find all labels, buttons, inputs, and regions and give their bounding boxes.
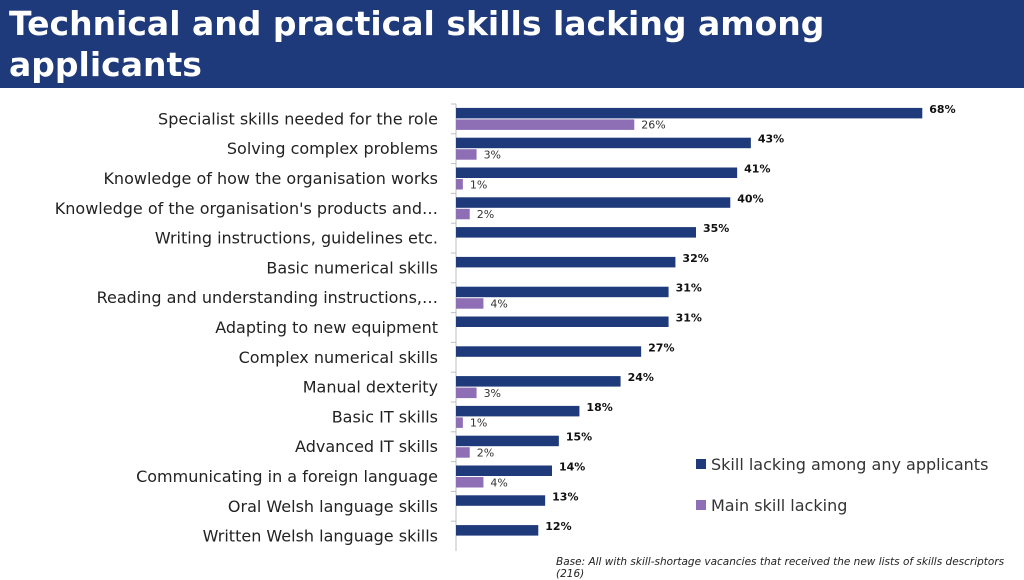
legend-label-main: Main skill lacking [711,495,848,515]
category-label: Written Welsh language skills [203,527,438,546]
bar-any-applicants [456,316,669,327]
bar-main-skill [456,149,477,160]
bar-main-skill [456,298,484,309]
data-label-main: 1% [470,178,487,191]
data-label-any: 31% [676,312,702,325]
category-label: Writing instructions, guidelines etc. [155,229,438,248]
data-label-main: 1% [470,417,487,430]
chart-legend: Skill lacking among any applicants Main … [696,452,988,534]
bar-any-applicants [456,167,738,178]
bar-main-skill [456,208,470,220]
category-label: Communicating in a foreign language [136,467,438,486]
category-label: Reading and understanding instructions,… [97,288,438,307]
data-label-any: 31% [676,282,702,295]
data-label-any: 27% [648,341,674,354]
data-label-main: 2% [477,208,494,221]
category-label: Basic numerical skills [266,258,438,277]
data-label-any: 40% [737,192,763,205]
legend-swatch-main [696,500,706,510]
bar-any-applicants [456,286,669,298]
data-label-any: 68% [929,103,955,116]
data-label-any: 32% [682,252,708,265]
bar-any-applicants [456,405,580,417]
data-label-main: 26% [641,119,665,132]
data-label-any: 41% [744,163,770,176]
bar-any-applicants [456,376,621,387]
bar-main-skill [456,447,470,458]
legend-item-main: Main skill lacking [696,493,988,517]
data-label-any: 12% [545,520,571,533]
category-label: Knowledge of how the organisation works [103,169,438,188]
bar-main-skill [456,417,463,428]
category-label: Oral Welsh language skills [228,497,438,516]
data-label-any: 24% [628,371,654,384]
category-label: Basic IT skills [332,407,438,426]
bar-any-applicants [456,227,696,238]
bar-any-applicants [456,346,642,357]
category-label: Solving complex problems [227,139,438,158]
category-label: Knowledge of the organisation's products… [55,199,438,218]
category-label: Advanced IT skills [295,437,438,456]
bar-main-skill [456,387,477,399]
data-label-main: 2% [477,446,494,459]
data-label-main: 3% [484,387,501,400]
bar-main-skill [456,477,484,488]
legend-item-any: Skill lacking among any applicants [696,452,988,476]
page-title: Technical and practical skills lacking a… [9,4,825,84]
bar-any-applicants [456,525,539,536]
bar-any-applicants [456,197,731,208]
bar-main-skill [456,119,635,130]
bar-any-applicants [456,107,923,119]
bar-any-applicants [456,495,546,506]
data-label-main: 4% [490,297,507,310]
data-label-any: 35% [703,222,729,235]
data-label-main: 4% [490,476,507,489]
data-label-main: 3% [484,148,501,161]
bar-any-applicants [456,256,676,268]
category-label: Manual dexterity [303,378,438,397]
category-label: Specialist skills needed for the role [158,109,438,128]
legend-swatch-any [696,459,706,469]
bar-any-applicants [456,137,751,149]
bar-any-applicants [456,435,559,447]
data-label-any: 43% [758,133,784,146]
data-label-any: 18% [586,401,612,414]
bar-main-skill [456,179,463,190]
category-label: Complex numerical skills [239,348,438,367]
data-label-any: 15% [566,431,592,444]
bar-any-applicants [456,465,552,476]
data-label-any: 14% [559,461,585,474]
data-label-any: 13% [552,490,578,503]
category-label: Adapting to new equipment [215,318,438,337]
title-banner: Technical and practical skills lacking a… [0,0,1024,88]
base-note: Base: All with skill-shortage vacancies … [556,556,1005,580]
legend-label-any: Skill lacking among any applicants [711,454,989,474]
